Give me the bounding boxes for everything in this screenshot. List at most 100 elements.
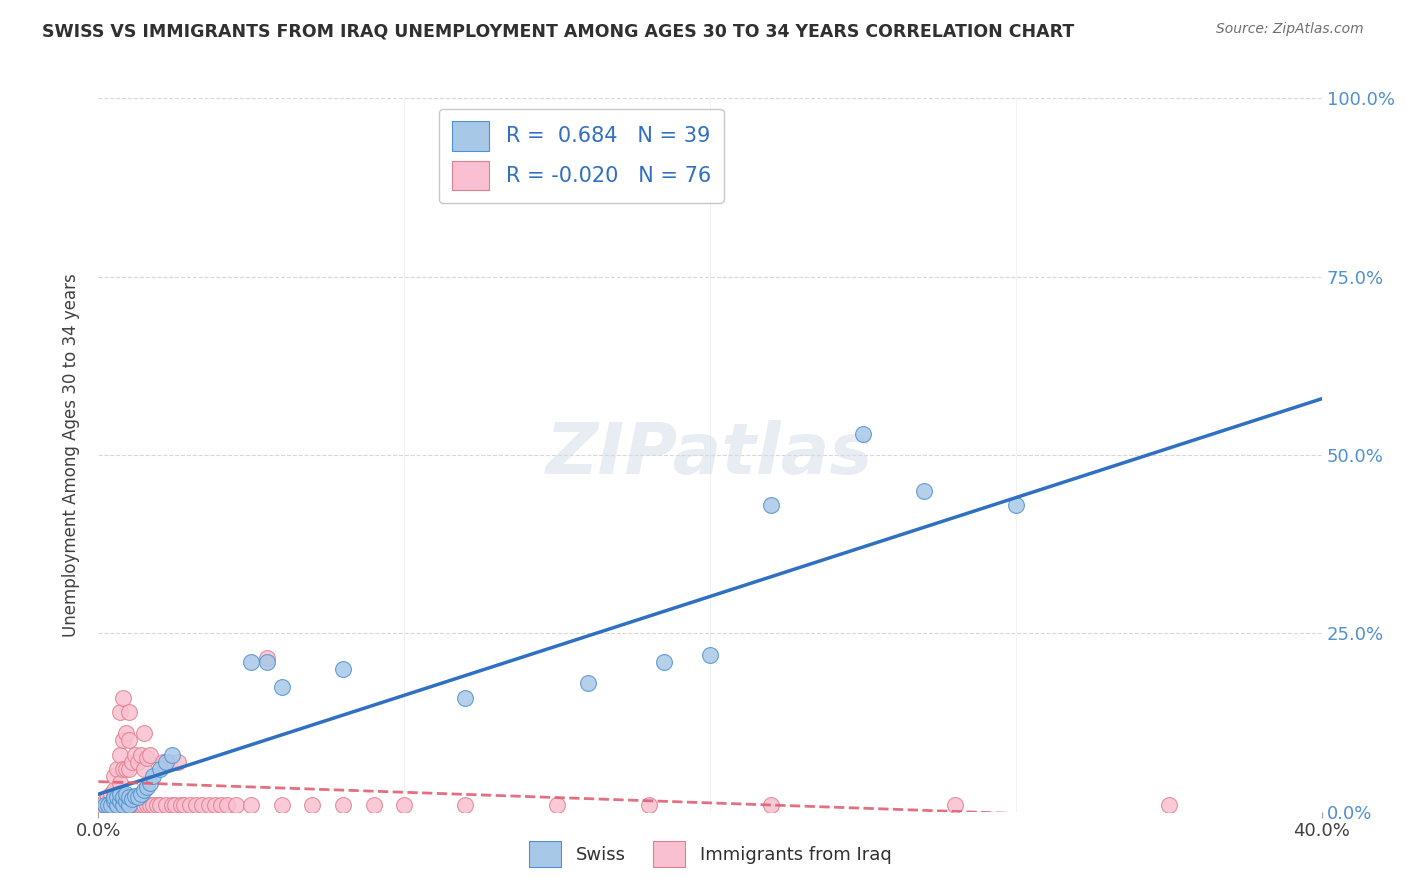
Point bbox=[149, 797, 172, 812]
Point bbox=[105, 762, 128, 776]
Point bbox=[108, 747, 131, 762]
Point bbox=[454, 797, 477, 812]
Point bbox=[105, 797, 128, 812]
Point bbox=[111, 733, 134, 747]
Point bbox=[240, 655, 263, 669]
Point bbox=[134, 762, 156, 776]
Text: SWISS VS IMMIGRANTS FROM IRAQ UNEMPLOYMENT AMONG AGES 30 TO 34 YEARS CORRELATION: SWISS VS IMMIGRANTS FROM IRAQ UNEMPLOYME… bbox=[42, 22, 1074, 40]
Point bbox=[115, 762, 138, 776]
Point bbox=[100, 787, 122, 801]
Point bbox=[127, 790, 149, 805]
Point bbox=[546, 797, 568, 812]
Point bbox=[142, 769, 165, 783]
Point bbox=[124, 797, 146, 812]
Point bbox=[149, 762, 172, 776]
Point bbox=[118, 705, 141, 719]
Point bbox=[301, 797, 323, 812]
Point bbox=[139, 776, 162, 790]
Point bbox=[105, 790, 128, 805]
Point bbox=[115, 797, 138, 812]
Text: ZIPatlas: ZIPatlas bbox=[547, 420, 873, 490]
Point bbox=[179, 797, 201, 812]
Point bbox=[332, 662, 354, 676]
Point bbox=[145, 797, 167, 812]
Point bbox=[124, 747, 146, 762]
Point bbox=[256, 655, 278, 669]
Point bbox=[270, 797, 292, 812]
Point bbox=[155, 797, 177, 812]
Point bbox=[139, 797, 162, 812]
Point bbox=[240, 797, 263, 812]
Point bbox=[97, 797, 120, 812]
Point bbox=[852, 426, 875, 441]
Point bbox=[160, 747, 183, 762]
Point bbox=[256, 651, 278, 665]
Point bbox=[97, 797, 120, 812]
Point bbox=[170, 797, 193, 812]
Point bbox=[167, 755, 190, 769]
Point bbox=[118, 762, 141, 776]
Point bbox=[943, 797, 966, 812]
Point bbox=[105, 797, 128, 812]
Point bbox=[129, 797, 152, 812]
Point bbox=[270, 680, 292, 694]
Point bbox=[139, 747, 162, 762]
Point bbox=[204, 797, 226, 812]
Point bbox=[118, 797, 141, 812]
Point bbox=[163, 797, 186, 812]
Point bbox=[108, 797, 131, 812]
Point bbox=[111, 797, 134, 812]
Point bbox=[173, 797, 195, 812]
Point bbox=[108, 794, 131, 808]
Point bbox=[332, 797, 354, 812]
Point bbox=[759, 498, 782, 512]
Point bbox=[576, 676, 599, 690]
Point bbox=[103, 769, 125, 783]
Point bbox=[121, 792, 143, 806]
Point bbox=[652, 655, 675, 669]
Point bbox=[392, 797, 416, 812]
Point bbox=[152, 755, 174, 769]
Point bbox=[97, 790, 120, 805]
Point bbox=[103, 783, 125, 797]
Point bbox=[1004, 498, 1026, 512]
Point bbox=[100, 797, 122, 812]
Point bbox=[129, 747, 152, 762]
Point bbox=[103, 794, 125, 808]
Point bbox=[134, 726, 156, 740]
Point bbox=[186, 797, 208, 812]
Point bbox=[115, 794, 138, 808]
Point bbox=[93, 797, 115, 812]
Point bbox=[108, 705, 131, 719]
Point bbox=[912, 483, 935, 498]
Point bbox=[136, 751, 159, 765]
Point bbox=[111, 797, 134, 812]
Point bbox=[111, 762, 134, 776]
Point bbox=[215, 797, 238, 812]
Point bbox=[118, 790, 141, 805]
Point bbox=[1157, 797, 1180, 812]
Point bbox=[209, 797, 232, 812]
Point bbox=[127, 755, 149, 769]
Text: Source: ZipAtlas.com: Source: ZipAtlas.com bbox=[1216, 22, 1364, 37]
Point bbox=[118, 733, 141, 747]
Point bbox=[136, 780, 159, 794]
Point bbox=[699, 648, 721, 662]
Point bbox=[759, 797, 782, 812]
Point bbox=[100, 797, 122, 812]
Point bbox=[155, 755, 177, 769]
Point bbox=[363, 797, 385, 812]
Point bbox=[121, 797, 143, 812]
Point bbox=[454, 690, 477, 705]
Point bbox=[124, 789, 146, 803]
Point bbox=[129, 787, 152, 801]
Point bbox=[637, 797, 661, 812]
Point bbox=[115, 787, 138, 801]
Point bbox=[108, 776, 131, 790]
Point bbox=[160, 797, 183, 812]
Point bbox=[134, 783, 156, 797]
Legend: Swiss, Immigrants from Iraq: Swiss, Immigrants from Iraq bbox=[522, 834, 898, 874]
Point bbox=[105, 787, 128, 801]
Point bbox=[108, 787, 131, 801]
Point bbox=[93, 794, 115, 808]
